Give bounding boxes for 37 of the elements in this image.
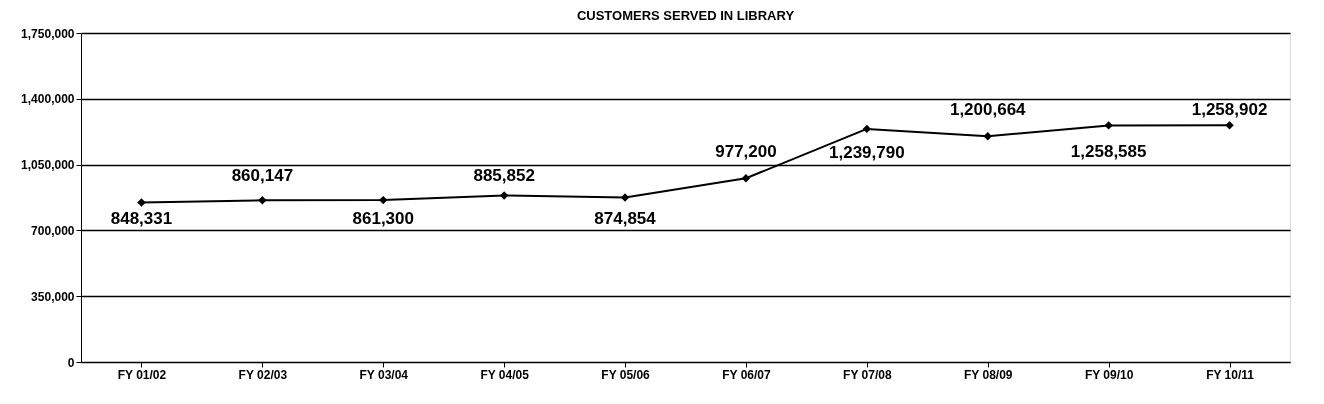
data-label: 1,258,902 [1191,99,1268,119]
y-tick-label: 0 [67,355,75,370]
point [379,195,388,205]
data-label: 885,852 [473,165,535,185]
x-tick-label: FY 06/07 [722,367,772,382]
x-tick-label: FY 07/08 [843,367,892,382]
y-tick-label: 1,400,000 [21,92,75,107]
x-tick-label: FY 08/09 [964,367,1013,382]
x-tick-label: FY 02/03 [238,367,288,382]
data-label: 977,200 [715,141,777,161]
x-tick-label: FY 03/04 [359,367,409,382]
data-label: 848,331 [110,209,173,229]
point [862,124,872,134]
y-tick-label: 1,750,000 [21,26,75,41]
point [620,193,630,202]
point [741,174,751,183]
point [1225,121,1234,130]
data-label: 861,300 [352,209,414,229]
data-label: 1,258,585 [1070,141,1147,161]
chart-title: CUSTOMERS SERVED IN LIBRARY [576,8,795,23]
point [499,191,509,200]
x-tick-label: FY 09/10 [1084,367,1134,382]
data-label: 1,200,664 [949,99,1027,119]
point [1104,121,1113,130]
y-tick-label: 700,000 [31,223,75,238]
x-tick-label: FY 04/05 [480,367,530,382]
point [258,196,267,205]
point [137,198,146,207]
x-tick-label: FY 01/02 [117,367,167,382]
x-tick-label: FY 05/06 [601,367,651,382]
data-label: 874,854 [594,209,657,229]
data-label: 1,239,790 [829,143,905,163]
y-tick-label: 1,050,000 [21,158,75,173]
point [983,132,992,141]
y-tick-label: 350,000 [31,289,75,304]
x-tick-label: FY 10/11 [1206,367,1255,382]
data-label: 860,147 [231,165,294,185]
